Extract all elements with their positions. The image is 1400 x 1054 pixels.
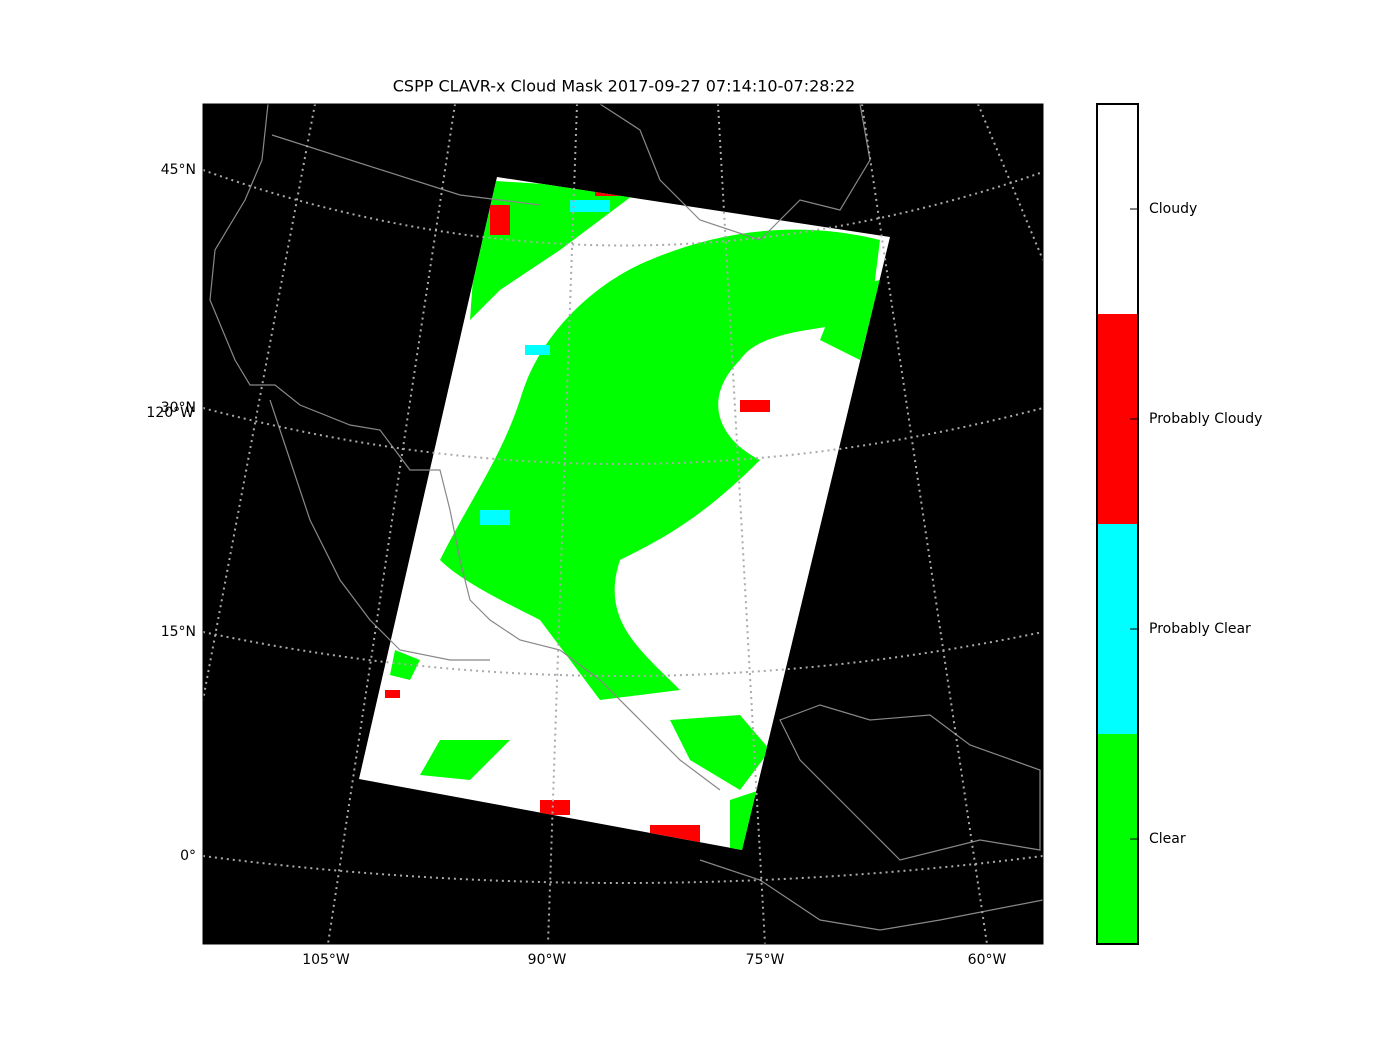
colorbar-frame [1096,103,1139,945]
lon-label: 105°W [302,952,350,968]
lat-label: 15°N [161,624,196,640]
title: CSPP CLAVR-x Cloud Mask 2017-09-27 07:14… [393,77,855,96]
map-frame [202,103,1044,945]
lon-label: 60°W [968,952,1007,968]
map [203,104,1043,944]
lat-label: 45°N [161,162,196,178]
probably-clear-regions [480,200,610,525]
lat-label: 0° [180,848,196,864]
lon-label: 75°W [746,952,785,968]
graticule [203,104,1043,944]
colorbar-label: Cloudy [1149,201,1197,217]
coastlines [209,104,1043,931]
swath [359,177,890,850]
colorbar-label: Clear [1149,831,1186,847]
colorbar-label: Probably Cloudy [1149,411,1262,427]
lat-label: 30°N [161,400,196,416]
colorbar: Cloudy Probably Cloudy Probably Clear Clear [1096,103,1262,945]
colorbar-label: Probably Clear [1149,621,1251,637]
map-labels: 45°N 30°N 15°N 0° 120°W 105°W 90°W 75°W … [146,162,1006,968]
lon-label: 90°W [528,952,567,968]
lon-label: 120°W [146,405,194,421]
